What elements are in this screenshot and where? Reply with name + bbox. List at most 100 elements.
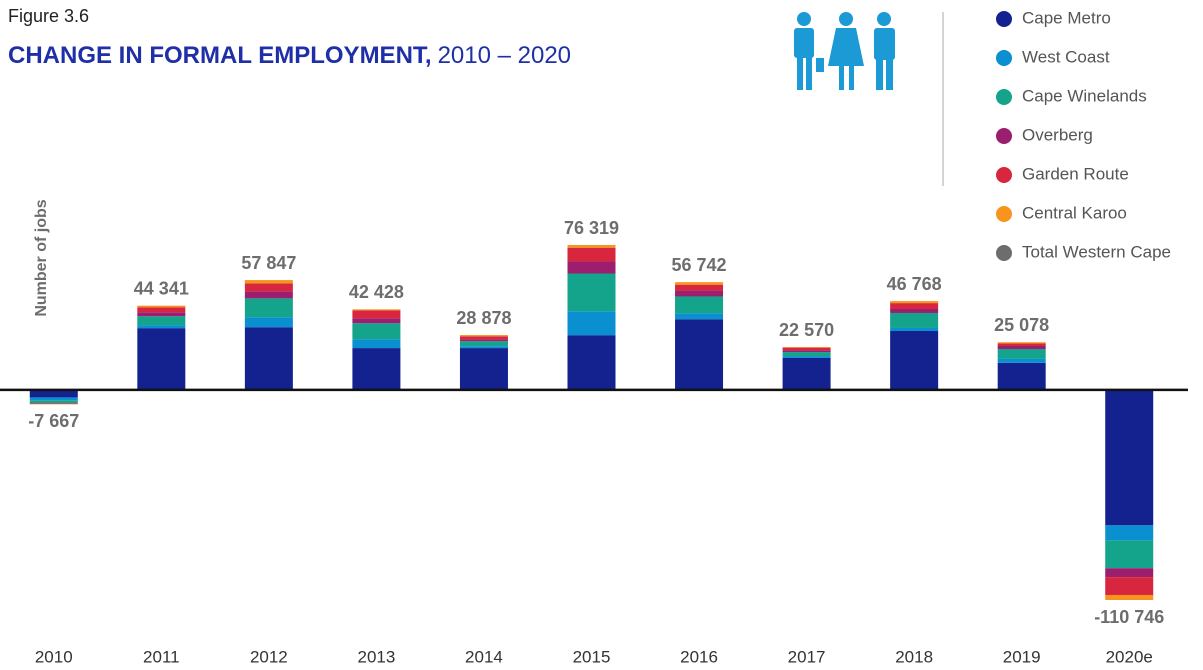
total-label: 42 428 xyxy=(349,282,404,302)
title-main: CHANGE IN FORMAL EMPLOYMENT, xyxy=(8,42,432,69)
x-tick-label: 2019 xyxy=(1003,647,1041,666)
legend-marker xyxy=(996,167,1012,183)
bar-segment xyxy=(782,350,831,353)
x-tick-label: 2013 xyxy=(357,647,395,666)
bar-segment xyxy=(459,339,508,342)
bar-segment xyxy=(244,283,293,292)
bar-segment xyxy=(675,282,724,285)
bar-segment xyxy=(890,331,939,390)
bar-segment xyxy=(890,327,939,332)
bar-segment xyxy=(997,362,1046,390)
legend-label: Total Western Cape xyxy=(1022,242,1171,261)
bar-segment xyxy=(997,358,1046,363)
legend-label: Central Karoo xyxy=(1022,203,1127,222)
total-label: 57 847 xyxy=(241,253,296,273)
bar-segment xyxy=(29,389,78,398)
bar-segment xyxy=(675,296,724,314)
bar-segment xyxy=(244,291,293,299)
bar-segment xyxy=(567,273,616,312)
bar-segment xyxy=(890,301,939,304)
bar-segment xyxy=(567,247,616,262)
bar-segment xyxy=(459,346,508,349)
bar-segment xyxy=(1105,389,1154,526)
bar-segment xyxy=(352,339,401,349)
total-label: 56 742 xyxy=(672,255,727,275)
chart-title: CHANGE IN FORMAL EMPLOYMENT, 2010 – 2020 xyxy=(8,42,571,69)
bar-segment xyxy=(137,325,186,329)
legend-marker xyxy=(996,89,1012,105)
bar-segment xyxy=(782,347,831,351)
x-tick-label: 2010 xyxy=(35,647,73,666)
bar-segment xyxy=(352,318,401,324)
legend-marker xyxy=(996,245,1012,261)
legend-marker xyxy=(996,128,1012,144)
x-tick-label: 2016 xyxy=(680,647,718,666)
bar-segment xyxy=(1105,568,1154,578)
bar-segment xyxy=(782,356,831,358)
bar-segment xyxy=(567,335,616,390)
people-icon xyxy=(794,12,895,90)
legend-label: Cape Winelands xyxy=(1022,86,1147,105)
bar-segment xyxy=(1105,525,1154,541)
legend-marker xyxy=(996,50,1012,66)
legend-marker xyxy=(996,206,1012,222)
bar-segment xyxy=(782,347,831,348)
bar-segment xyxy=(997,343,1046,346)
bar-segment xyxy=(567,245,616,248)
bar-segment xyxy=(997,342,1046,344)
total-label: -7 667 xyxy=(28,411,79,431)
legend-marker xyxy=(996,11,1012,27)
bar-segment xyxy=(459,336,508,340)
bar-segment xyxy=(137,307,186,313)
bar-segment xyxy=(137,305,186,308)
title-years: 2010 – 2020 xyxy=(438,42,571,69)
bar-segment xyxy=(29,397,78,401)
total-label: 76 319 xyxy=(564,218,619,238)
bar-segment xyxy=(244,298,293,318)
legend-label: West Coast xyxy=(1022,47,1110,66)
bar-segment xyxy=(675,319,724,390)
bar-segment xyxy=(352,348,401,390)
bar-segment xyxy=(137,312,186,317)
x-tick-label: 2015 xyxy=(573,647,611,666)
x-tick-label: 2018 xyxy=(895,647,933,666)
bar-segment xyxy=(352,309,401,311)
total-label: 46 768 xyxy=(887,274,942,294)
legend: Cape Metro West Coast Cape Winelands Overbe… xyxy=(996,8,1171,261)
bar-segment xyxy=(890,312,939,328)
total-label: 44 341 xyxy=(134,278,189,298)
total-label: 22 570 xyxy=(779,320,834,340)
bar-segment xyxy=(29,400,78,404)
x-tick-label: 2011 xyxy=(143,647,180,666)
x-tick-label: 2012 xyxy=(250,647,288,666)
bar-segment xyxy=(244,280,293,284)
bar-segment xyxy=(782,352,831,357)
bar-segment xyxy=(137,316,186,326)
bar-segment xyxy=(459,341,508,347)
plot: 2010 -7 667 2011 44 341 2012 57 847 2013 42 428… xyxy=(0,218,1188,666)
figure-label: Figure 3.6 xyxy=(8,6,89,26)
bar-segment xyxy=(567,261,616,274)
bar-segment xyxy=(997,349,1046,359)
legend-label: Cape Metro xyxy=(1022,8,1111,27)
total-label: 28 878 xyxy=(456,308,511,328)
x-tick-label: 2017 xyxy=(788,647,826,666)
bar-segment xyxy=(244,317,293,328)
total-label: -110 746 xyxy=(1094,607,1164,627)
bar-segment xyxy=(459,348,508,390)
bar-segment xyxy=(352,323,401,340)
total-label: 25 078 xyxy=(994,315,1049,335)
bar-segment xyxy=(1105,577,1154,595)
bar-segment xyxy=(997,345,1046,350)
bar-segment xyxy=(459,335,508,337)
bar-segment xyxy=(352,310,401,319)
bar-segment xyxy=(675,290,724,297)
bar-segment xyxy=(675,284,724,291)
bar-segment xyxy=(567,311,616,336)
bar-segment xyxy=(782,357,831,390)
bar-segment xyxy=(29,403,78,404)
x-tick-label: 2014 xyxy=(465,647,503,666)
bar-segment xyxy=(890,303,939,309)
